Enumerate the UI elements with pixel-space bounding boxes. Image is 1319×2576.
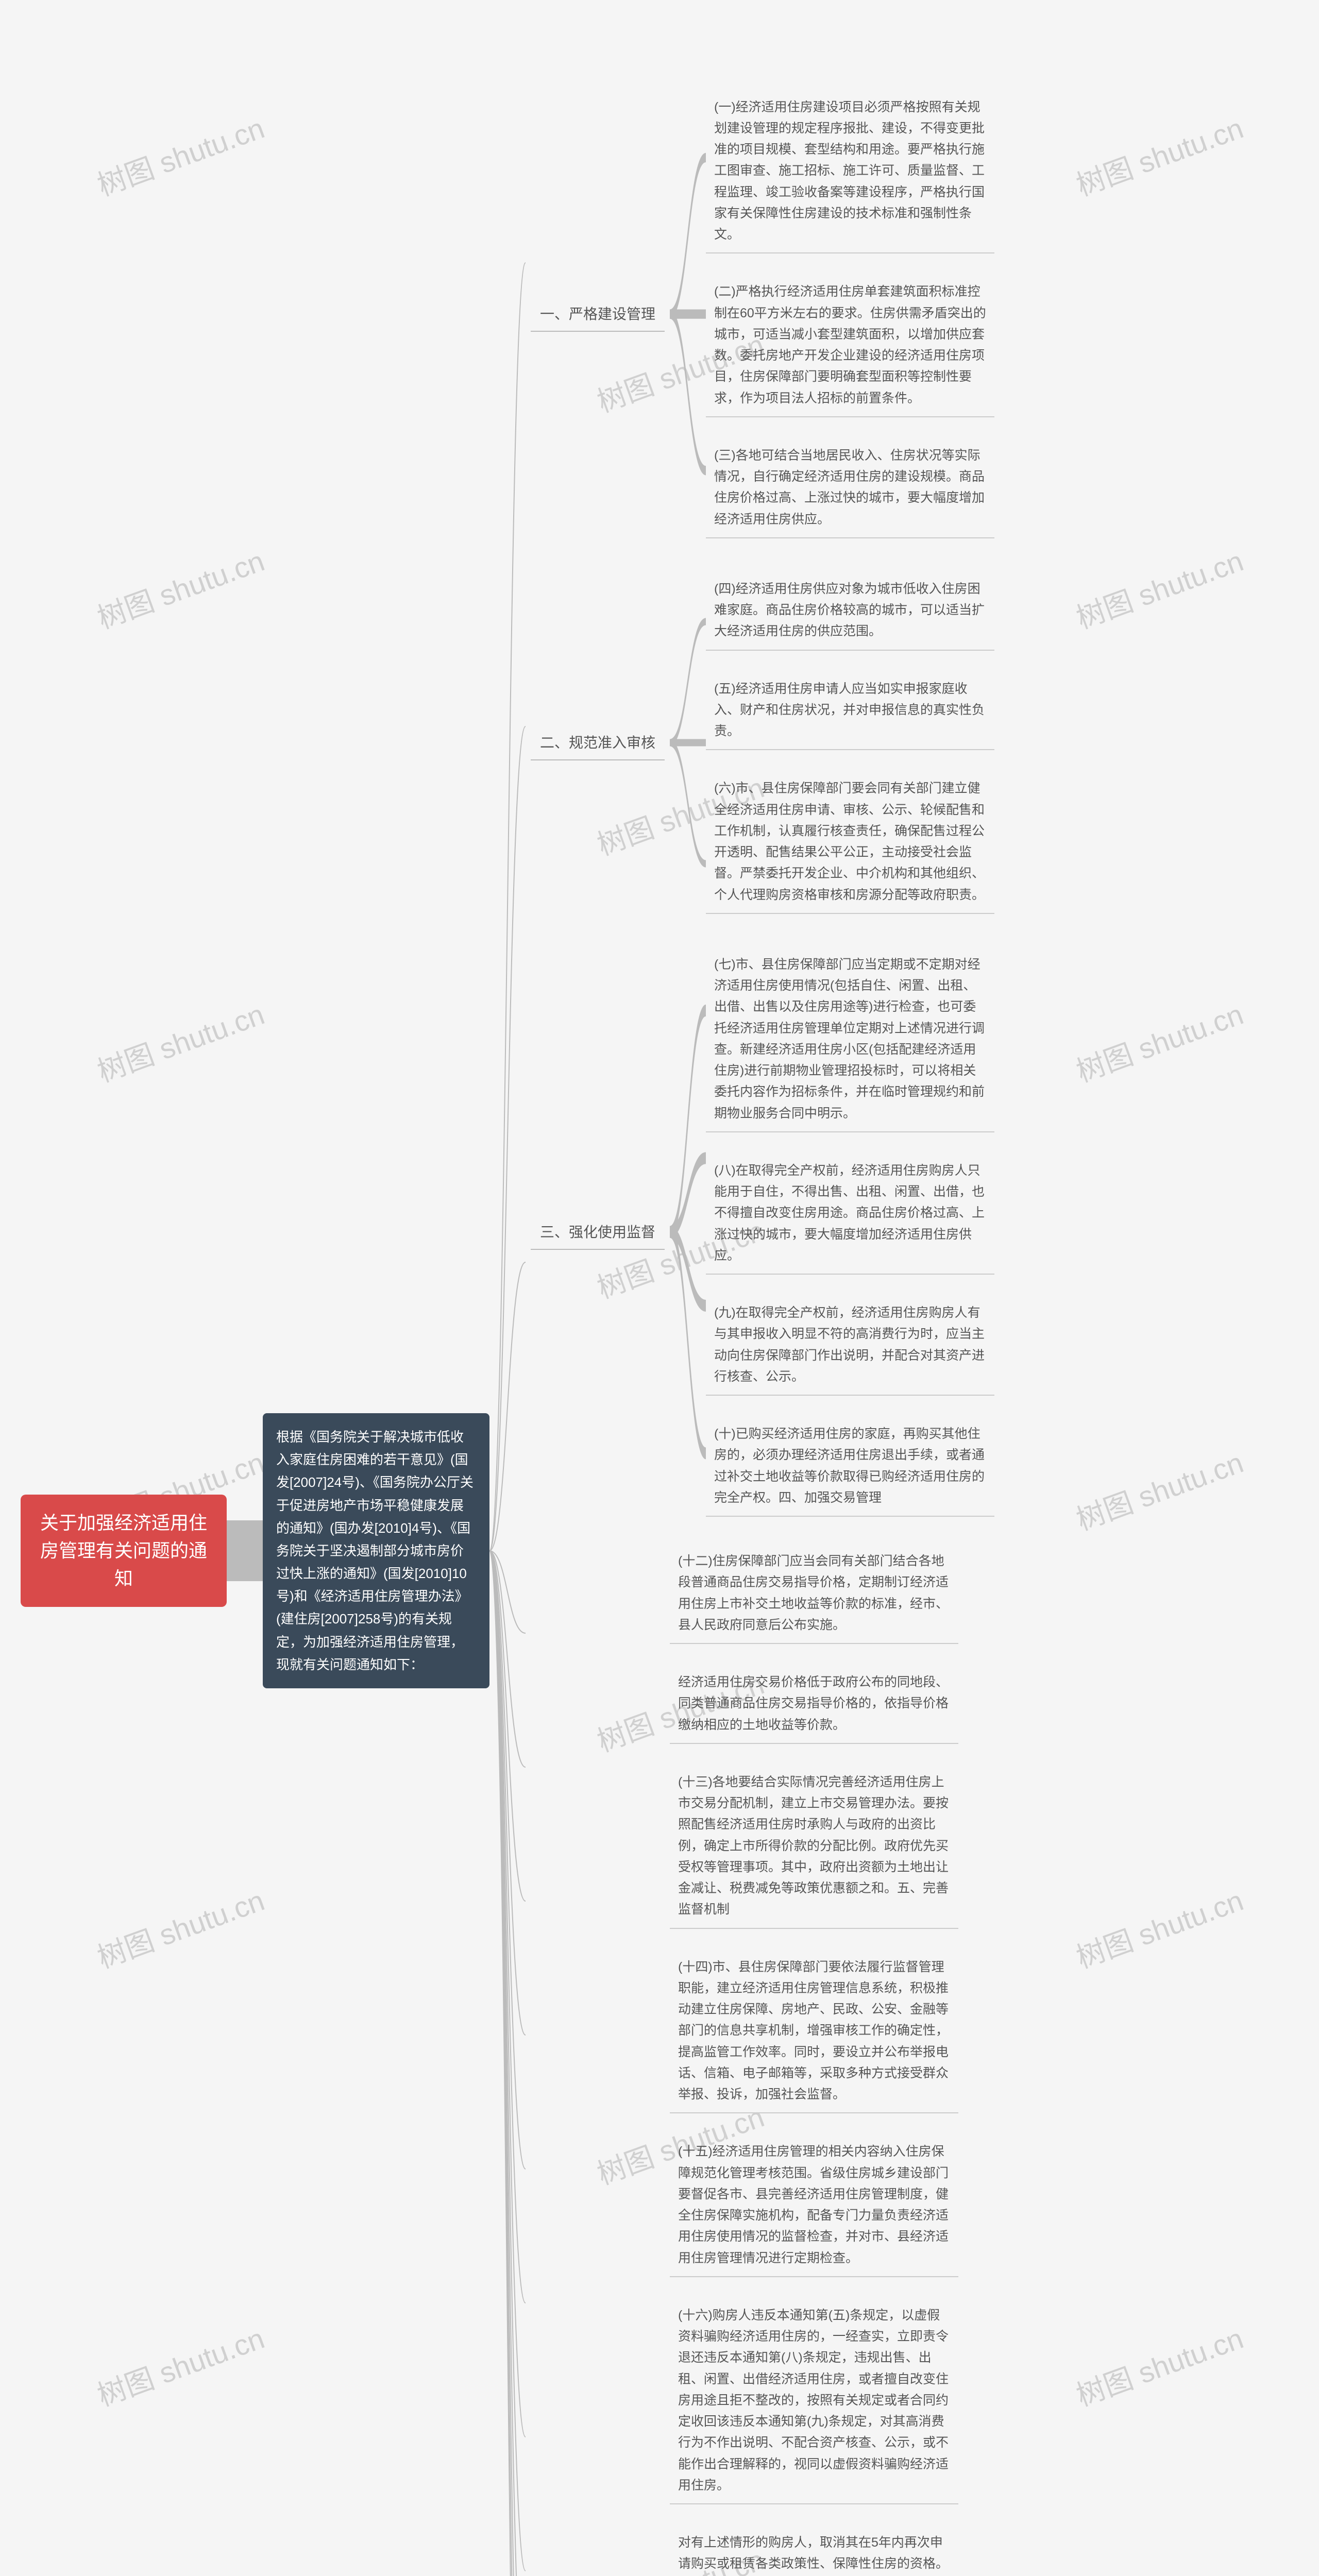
- leaf-node: (十二)住房保障部门应当会同有关部门结合各地段普通商品住房交易指导价格，定期制订…: [670, 1544, 958, 1644]
- leaf-node: (十)已购买经济适用住房的家庭，再购买其他住房的，必须办理经济适用住房退出手续，…: [706, 1416, 994, 1517]
- leaf-node: 对有上述情形的购房人，取消其在5年内再次申请购买或租赁各类政策性、保障性住房的资…: [670, 2525, 958, 2576]
- section-title: 一、严格建设管理: [531, 296, 665, 332]
- leaf-node: (四)经济适用住房供应对象为城市低收入住房困难家庭。商品住房价格较高的城市，可以…: [706, 571, 994, 651]
- leaf-node: (十五)经济适用住房管理的相关内容纳入住房保障规范化管理考核范围。省级住房城乡建…: [670, 2134, 958, 2277]
- leaf-node: (十三)各地要结合实际情况完善经济适用住房上市交易分配机制，建立上市交易管理办法…: [670, 1765, 958, 1929]
- connector: [670, 79, 706, 549]
- leaf-node: (六)市、县住房保障部门要会同有关部门建立健全经济适用住房申请、审核、公示、轮候…: [706, 771, 994, 914]
- section-title: 二、规范准入审核: [531, 724, 665, 760]
- root-node: 关于加强经济适用住房管理有关问题的通知: [21, 1495, 227, 1607]
- connector: [670, 561, 706, 924]
- leaf-node: (五)经济适用住房申请人应当如实申报家庭收入、财产和住房状况，并对申报信息的真实…: [706, 671, 994, 751]
- connector: [227, 31, 263, 2576]
- leaf-node: (八)在取得完全产权前，经济适用住房购房人只能用于自住，不得出售、出租、闲置、出…: [706, 1153, 994, 1275]
- leaf-node: (九)在取得完全产权前，经济适用住房购房人有与其申报收入明显不符的高消费行为时，…: [706, 1295, 994, 1396]
- leaf-node: (十四)市、县住房保障部门要依法履行监督管理职能，建立经济适用住房管理信息系统，…: [670, 1950, 958, 2114]
- leaf-node: 经济适用住房交易价格低于政府公布的同地段、同类普通商品住房交易指导价格的，依指导…: [670, 1665, 958, 1744]
- mindmap-root: 关于加强经济适用住房管理有关问题的通知 根据《国务院关于解决城市低收入家庭住房困…: [21, 31, 1298, 2576]
- section-group: 三、强化使用监督 (七)市、县住房保障部门应当定期或不定期对经济适用住房使用情况(…: [526, 937, 994, 1527]
- leaf-node: (二)严格执行经济适用住房单套建筑面积标准控制在60平方米左右的要求。住房供需矛…: [706, 274, 994, 417]
- leaf-node: (七)市、县住房保障部门应当定期或不定期对经济适用住房使用情况(包括自住、闲置、…: [706, 947, 994, 1132]
- connector: [489, 31, 526, 2576]
- leaf-node: (三)各地可结合当地居民收入、住房状况等实际情况，自行确定经济适用住房的建设规模…: [706, 438, 994, 538]
- section-group: 二、规范准入审核 (四)经济适用住房供应对象为城市低收入住房困难家庭。商品住房价格…: [526, 561, 994, 924]
- connector: [670, 937, 706, 1527]
- section-group: 一、严格建设管理 (一)经济适用住房建设项目必须严格按照有关规划建设管理的规定程序…: [526, 79, 994, 549]
- intro-node: 根据《国务院关于解决城市低收入家庭住房困难的若干意见》(国发[2007]24号)…: [263, 1413, 489, 1688]
- leaf-node: (一)经济适用住房建设项目必须严格按照有关规划建设管理的规定程序报批、建设，不得…: [706, 90, 994, 254]
- section-title: 三、强化使用监督: [531, 1214, 665, 1250]
- leaf-node: (十六)购房人违反本通知第(五)条规定，以虚假资料骗购经济适用住房的，一经查实，…: [670, 2298, 958, 2504]
